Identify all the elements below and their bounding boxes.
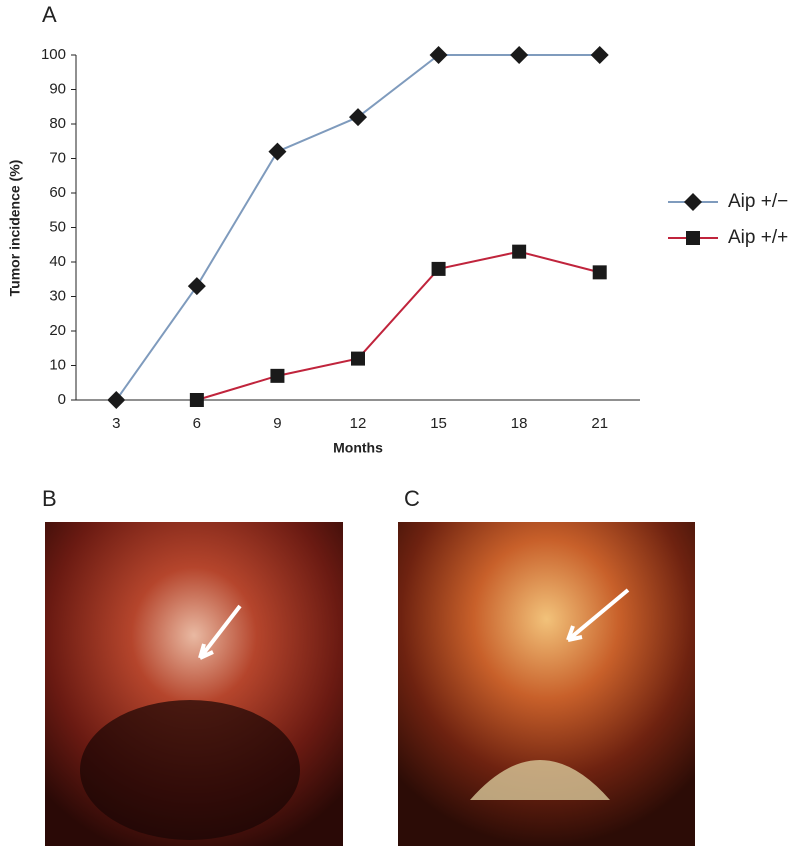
marker (268, 142, 287, 161)
y-tick-label: 0 (58, 391, 66, 408)
y-tick-label: 100 (41, 46, 66, 63)
arrow (198, 604, 242, 660)
x-axis-title: Months (333, 440, 383, 456)
x-tick-label: 21 (591, 415, 608, 432)
marker (187, 277, 206, 296)
marker (189, 393, 204, 407)
y-tick-label: 90 (49, 80, 66, 97)
y-tick-label: 10 (49, 356, 66, 373)
legend-marker (686, 231, 700, 245)
marker (270, 368, 285, 383)
panel-label: B (42, 486, 57, 511)
x-tick-label: 3 (112, 415, 120, 432)
photo-detail (470, 760, 610, 800)
x-tick-label: 15 (430, 415, 447, 432)
panel-label: A (42, 2, 57, 27)
panel-label: C (404, 486, 420, 511)
marker (351, 351, 365, 366)
marker (107, 391, 126, 409)
y-tick-label: 40 (49, 253, 66, 270)
marker (512, 244, 527, 259)
photo-detail (80, 700, 300, 840)
marker (590, 46, 609, 64)
x-tick-label: 18 (511, 415, 528, 432)
marker (592, 265, 607, 280)
y-tick-label: 70 (49, 149, 66, 166)
legend-label: Aip +/− (728, 191, 788, 212)
y-tick-label: 80 (49, 115, 66, 132)
marker (349, 108, 367, 127)
y-tick-label: 50 (49, 218, 66, 235)
marker (510, 46, 529, 64)
y-tick-label: 20 (49, 322, 66, 339)
series-line (196, 250, 600, 401)
x-tick-label: 6 (193, 415, 201, 432)
marker (431, 261, 446, 276)
legend-marker (684, 193, 702, 211)
marker (429, 46, 448, 64)
y-axis-title: Tumor incidence (%) (7, 160, 23, 297)
y-tick-label: 60 (49, 184, 66, 201)
x-tick-label: 9 (273, 415, 281, 432)
legend-label: Aip +/+ (728, 227, 788, 248)
series-line (115, 54, 600, 401)
y-tick-label: 30 (49, 287, 66, 304)
x-tick-label: 12 (350, 415, 367, 432)
arrow (566, 588, 630, 642)
